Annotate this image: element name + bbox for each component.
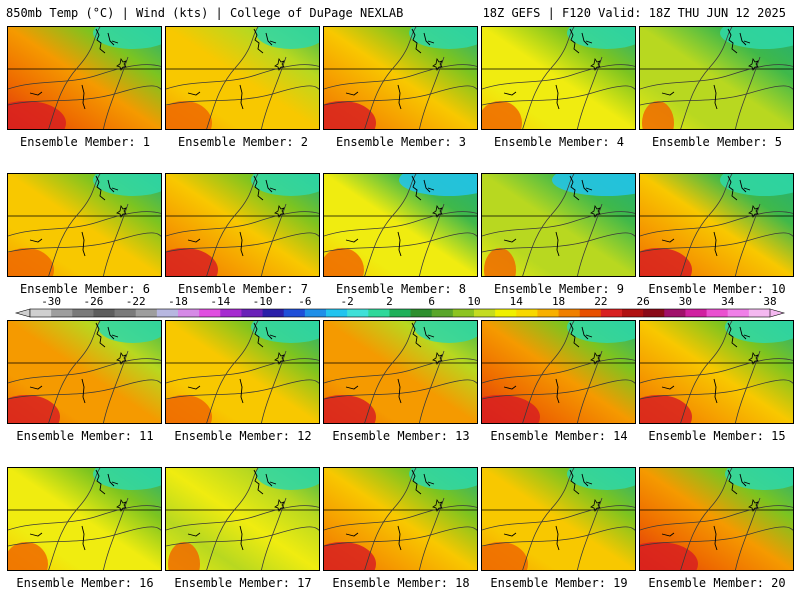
ensemble-member-label: Ensemble Member: 9 [493, 282, 625, 296]
colorbar-tick-label: 6 [428, 296, 435, 308]
colorbar-swatch [600, 309, 623, 317]
colorbar-swatch [220, 309, 242, 317]
ensemble-member-map [323, 173, 478, 277]
ensemble-member-label: Ensemble Member: 19 [490, 576, 628, 590]
run-valid-time: 18Z GEFS | F120 Valid: 18Z THU JUN 12 20… [482, 6, 786, 20]
colorbar-tick-label: -2 [341, 296, 354, 308]
ensemble-member-label: Ensemble Member: 6 [19, 282, 151, 296]
colorbar-tick-label: -6 [298, 296, 311, 308]
ensemble-member-map [639, 467, 794, 571]
colorbar-swatch [93, 309, 116, 317]
colorbar-swatch [156, 309, 179, 317]
ensemble-member-label: Ensemble Member: 15 [648, 429, 786, 443]
colorbar-swatch [51, 309, 73, 317]
ensemble-member-map [639, 320, 794, 424]
colorbar-swatch [262, 309, 285, 317]
ensemble-member-label: Ensemble Member: 10 [648, 282, 786, 296]
ensemble-member-map [481, 467, 636, 571]
colorbar-swatch [558, 309, 581, 317]
ensemble-member-label: Ensemble Member: 17 [174, 576, 312, 590]
colorbar-tick-label: -22 [126, 296, 146, 308]
colorbar-tick-label: 22 [594, 296, 607, 308]
colorbar-outline [29, 308, 771, 318]
ensemble-member-map [7, 173, 162, 277]
colorbar-tick-label: -10 [253, 296, 273, 308]
ensemble-member-label: Ensemble Member: 3 [335, 135, 467, 149]
colorbar-swatch [622, 309, 644, 317]
colorbar-swatch [685, 309, 708, 317]
colorbar-tick-label: 14 [510, 296, 524, 308]
ensemble-member-label: Ensemble Member: 4 [493, 135, 625, 149]
ensemble-member-map [165, 467, 320, 571]
colorbar-swatch [283, 309, 306, 317]
colorbar-swatch [326, 309, 348, 317]
colorbar-tick-label: -14 [210, 296, 230, 308]
colorbar-swatch [347, 309, 369, 317]
ensemble-member-map [7, 26, 162, 130]
colorbar-tick-label: 18 [552, 296, 565, 308]
colorbar-tick-label: 38 [763, 296, 776, 308]
ensemble-member-map [481, 26, 636, 130]
colorbar-swatch [643, 309, 665, 317]
ensemble-member-map [481, 320, 636, 424]
ensemble-member-label: Ensemble Member: 16 [16, 576, 154, 590]
colorbar-swatch [304, 309, 327, 317]
colorbar-swatch [664, 309, 686, 317]
colorbar-tick-label: -26 [83, 296, 103, 308]
colorbar-tick-label: 26 [637, 296, 650, 308]
colorbar-swatch [410, 309, 433, 317]
colorbar-swatch [241, 309, 264, 317]
ensemble-member-map [165, 26, 320, 130]
colorbar-swatch [516, 309, 538, 317]
colorbar-swatch [495, 309, 517, 317]
colorbar-swatch [178, 309, 200, 317]
colorbar-swatch [748, 309, 771, 317]
colorbar-tick-label: 2 [386, 296, 393, 308]
ensemble-member-label: Ensemble Member: 20 [648, 576, 786, 590]
colorbar-min-arrow [14, 308, 31, 318]
colorbar-swatch [431, 309, 454, 317]
ensemble-member-map [323, 467, 478, 571]
colorbar-swatch [474, 309, 496, 317]
ensemble-member-label: Ensemble Member: 1 [19, 135, 151, 149]
temperature-colorbar: -30 -26 -22 -18 -14 -10 -6 -2 2 6 10 14 18 22 26 30 34 38… [14, 296, 786, 318]
ensemble-member-label: Ensemble Member: 12 [174, 429, 312, 443]
ensemble-member-map [639, 173, 794, 277]
colorbar-tick-label: -18 [168, 296, 188, 308]
colorbar-swatch [537, 309, 560, 317]
colorbar-swatch [114, 309, 137, 317]
ensemble-member-map [481, 173, 636, 277]
colorbar-swatch [452, 309, 475, 317]
colorbar-swatch [579, 309, 602, 317]
ensemble-member-label: Ensemble Member: 14 [490, 429, 628, 443]
colorbar-swatch [135, 309, 158, 317]
ensemble-member-map [323, 26, 478, 130]
ensemble-member-map [165, 320, 320, 424]
ensemble-member-label: Ensemble Member: 2 [177, 135, 309, 149]
ensemble-member-map [639, 26, 794, 130]
colorbar-swatch [706, 309, 729, 317]
colorbar-swatch [30, 309, 52, 317]
ensemble-member-map [323, 320, 478, 424]
ensemble-member-label: Ensemble Member: 8 [335, 282, 467, 296]
ensemble-member-label: Ensemble Member: 7 [177, 282, 309, 296]
colorbar-tick-label: 34 [721, 296, 735, 308]
colorbar-swatch [199, 309, 221, 317]
ensemble-member-map [165, 173, 320, 277]
colorbar-swatch [389, 309, 412, 317]
colorbar-swatch [727, 309, 750, 317]
colorbar-swatch [368, 309, 390, 317]
ensemble-member-map [7, 467, 162, 571]
colorbar-tick-label: 10 [467, 296, 480, 308]
ensemble-member-label: Ensemble Member: 13 [332, 429, 470, 443]
colorbar-swatch [72, 309, 94, 317]
colorbar-tick-label: 30 [679, 296, 692, 308]
colorbar-tick-label: -30 [41, 296, 61, 308]
ensemble-member-label: Ensemble Member: 11 [16, 429, 154, 443]
ensemble-member-map [7, 320, 162, 424]
map-title: 850mb Temp (°C) | Wind (kts) | College o… [6, 6, 404, 20]
ensemble-member-label: Ensemble Member: 5 [651, 135, 783, 149]
ensemble-member-label: Ensemble Member: 18 [332, 576, 470, 590]
colorbar-max-arrow [769, 308, 786, 318]
